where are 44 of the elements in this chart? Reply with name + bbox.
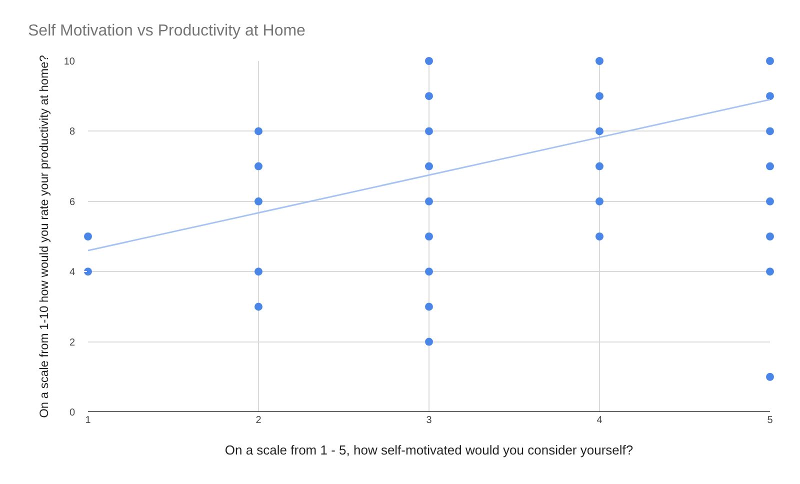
point (254, 197, 262, 206)
x-tick-label: 4 (596, 415, 603, 426)
point (766, 57, 774, 65)
point (766, 372, 774, 381)
point (425, 268, 433, 276)
point (596, 57, 604, 65)
point (596, 92, 604, 100)
point (596, 197, 604, 206)
y-tick-label: 4 (69, 267, 76, 278)
point (254, 162, 262, 170)
chart-title: Self Motivation vs Productivity at Home (28, 22, 306, 40)
x-tick-label: 5 (767, 415, 774, 426)
y-tick-label: 8 (69, 126, 76, 138)
point (254, 302, 262, 311)
point (596, 232, 604, 240)
x-axis-title: On a scale from 1 - 5, how self-motivated would you consider yourself? (224, 442, 634, 458)
point (425, 232, 433, 240)
x-tick-label: 1 (85, 415, 92, 426)
point (425, 338, 433, 346)
point (425, 162, 433, 170)
x-tick-label: 2 (256, 415, 262, 426)
y-axis-title: On a scale from 1-10 how would you rate your productivity at home? (37, 54, 52, 418)
point (425, 127, 433, 136)
point (766, 92, 774, 100)
point (254, 127, 262, 136)
point (425, 92, 433, 100)
point (84, 232, 92, 240)
y-tick-label: 10 (64, 56, 76, 68)
point (766, 127, 774, 136)
point (766, 197, 774, 206)
point (766, 162, 774, 170)
point (766, 268, 774, 276)
x-tick-label: 3 (426, 415, 432, 426)
y-tick-label: 2 (69, 337, 76, 348)
point (425, 57, 433, 65)
point (596, 162, 604, 170)
point (596, 127, 604, 136)
y-tick-label: 6 (69, 196, 76, 208)
point (425, 197, 433, 206)
y-tick-label: 0 (69, 408, 76, 418)
point (425, 302, 433, 311)
point (766, 232, 774, 240)
point (254, 268, 262, 276)
point (84, 268, 92, 276)
